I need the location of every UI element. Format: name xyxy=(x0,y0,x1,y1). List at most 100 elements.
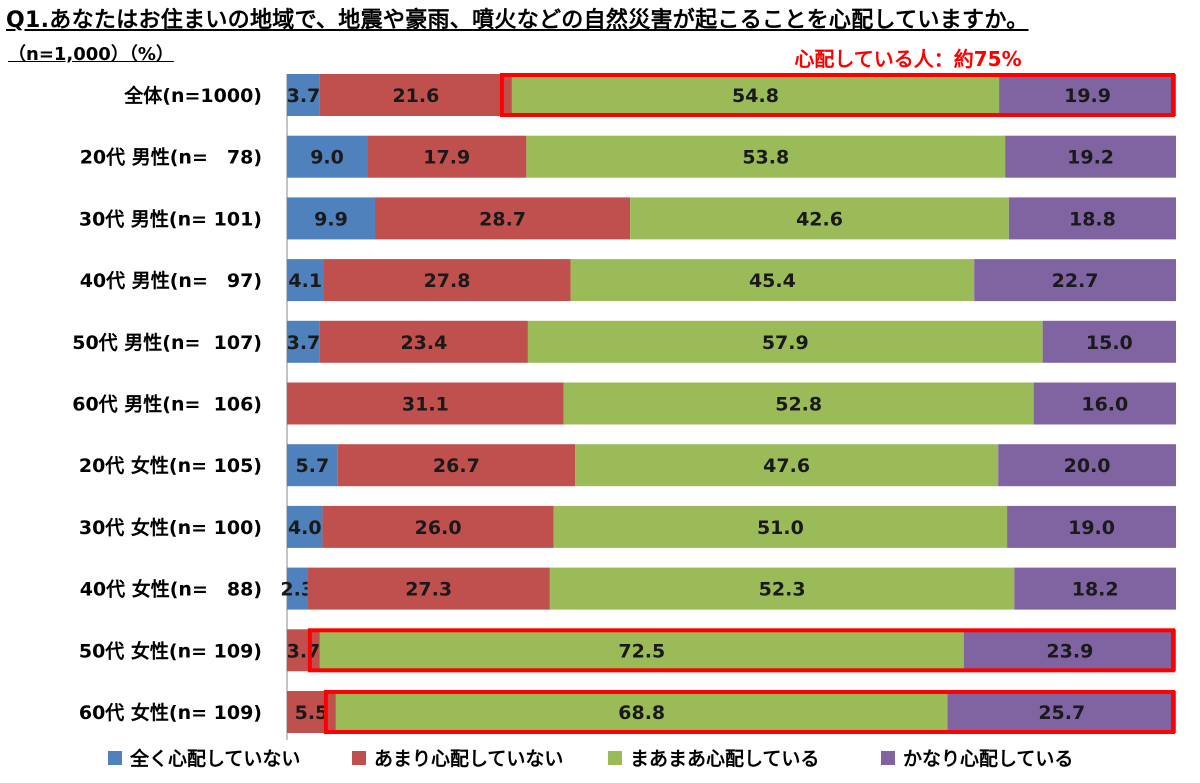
legend-item: まあまあ心配している xyxy=(608,744,881,771)
data-label: 17.9 xyxy=(423,147,470,169)
data-label: 47.6 xyxy=(763,455,810,477)
legend-label: まあまあ心配している xyxy=(630,748,820,770)
bar-segment xyxy=(287,135,368,178)
bar-segment xyxy=(1008,197,1176,240)
legend: 全く心配していない あまり心配していない まあまあ心配している かなり心配している xyxy=(108,744,1101,771)
legend-swatch xyxy=(108,750,122,765)
data-label: 4.1 xyxy=(288,270,322,292)
bar-segment xyxy=(319,629,964,672)
data-label: 3.7 xyxy=(287,85,321,107)
bar-segment xyxy=(367,135,527,178)
legend-label: 全く心配していない xyxy=(130,748,301,770)
legend-swatch xyxy=(608,750,622,765)
data-label: 51.0 xyxy=(757,517,804,539)
bar-segment xyxy=(553,505,1008,548)
data-label: 20.0 xyxy=(1064,455,1111,477)
row-label: 50代 男性(n= 107) xyxy=(72,331,262,354)
bar-segment xyxy=(630,197,1009,240)
data-label: 27.3 xyxy=(405,579,452,601)
data-label: 9.0 xyxy=(310,147,344,169)
data-label: 27.8 xyxy=(424,270,471,292)
bar-segment xyxy=(999,74,1176,116)
legend-swatch xyxy=(352,750,366,765)
bar-segment xyxy=(307,567,550,610)
bar-segment xyxy=(998,444,1176,487)
data-label: 19.0 xyxy=(1068,517,1115,539)
legend-label: かなり心配している xyxy=(903,748,1074,770)
row-label: 60代 女性(n= 109) xyxy=(79,701,262,724)
bar-segment xyxy=(1042,320,1176,363)
bar-segment xyxy=(287,444,338,487)
data-label: 16.0 xyxy=(1081,394,1128,416)
bar-segment xyxy=(323,259,571,302)
data-label: 45.4 xyxy=(749,270,796,292)
bar-segment xyxy=(549,567,1015,610)
data-label: 22.7 xyxy=(1052,270,1099,292)
row-label: 30代 女性(n= 100) xyxy=(79,516,262,539)
legend-label: あまり心配していない xyxy=(374,748,564,770)
highlight-box xyxy=(499,73,1175,117)
chart-title: Q1.あなたはお住まいの地域で、地震や豪雨、噴火などの自然災害が起こることを心配… xyxy=(6,8,1029,33)
data-label: 5.5 xyxy=(295,702,329,724)
data-label: 5.7 xyxy=(296,455,330,477)
bar-segment xyxy=(337,444,576,487)
bar-segment xyxy=(375,197,631,240)
bar-segment xyxy=(947,691,1176,733)
row-labels-group: 全体(n=1000) 20代 男性(n= 78) 30代 男性(n= 101) 40代… xyxy=(72,84,262,724)
bar-segment xyxy=(287,567,308,610)
data-label: 3.7 xyxy=(287,640,321,662)
bar-segment xyxy=(322,505,554,548)
bar-segment xyxy=(563,382,1034,425)
bar-segment xyxy=(1007,505,1176,548)
highlight-boxes-group xyxy=(307,73,1175,734)
bar-segment xyxy=(287,197,376,240)
bar-segment xyxy=(287,382,564,425)
chart-subtitle: （n=1,000）（%） xyxy=(8,44,174,65)
highlight-box xyxy=(307,628,1175,673)
bar-segment xyxy=(319,320,528,363)
data-label: 68.8 xyxy=(618,702,665,724)
bar-segment xyxy=(526,135,1006,178)
data-label: 28.7 xyxy=(479,208,526,230)
row-label: 20代 女性(n= 105) xyxy=(79,454,262,477)
data-label: 42.6 xyxy=(796,208,843,230)
bar-segment xyxy=(1005,135,1176,178)
legend-item: かなり心配している xyxy=(881,744,1101,771)
data-label: 26.7 xyxy=(433,455,480,477)
bar-segment xyxy=(974,259,1176,302)
row-label: 全体(n=1000) xyxy=(123,84,262,107)
row-label: 20代 男性(n= 78) xyxy=(80,146,262,169)
data-label: 26.0 xyxy=(415,517,462,539)
data-label: 19.9 xyxy=(1064,85,1111,107)
data-label: 21.6 xyxy=(392,85,439,107)
data-label: 53.8 xyxy=(742,147,789,169)
bar-segment xyxy=(1033,382,1176,425)
bar-segment xyxy=(287,259,324,302)
row-label: 30代 男性(n= 101) xyxy=(79,207,262,230)
bar-segment xyxy=(1014,567,1176,610)
data-label: 72.5 xyxy=(618,640,665,662)
data-label: 18.2 xyxy=(1072,579,1119,601)
data-label: 15.0 xyxy=(1086,332,1133,354)
data-label: 52.3 xyxy=(759,579,806,601)
bar-segment xyxy=(335,691,948,733)
bar-segment xyxy=(287,505,323,548)
bar-segment xyxy=(575,444,999,487)
data-label: 3.7 xyxy=(287,332,321,354)
bar-segment xyxy=(287,74,320,116)
bar-segment xyxy=(570,259,975,302)
bar-segment xyxy=(287,320,320,363)
row-label: 60代 男性(n= 106) xyxy=(72,393,262,416)
data-label: 4.0 xyxy=(288,517,322,539)
data-label: 57.9 xyxy=(762,332,809,354)
data-label: 54.8 xyxy=(732,85,779,107)
data-label: 23.9 xyxy=(1046,640,1093,662)
data-label: 19.2 xyxy=(1067,147,1114,169)
bar-segment xyxy=(963,629,1176,672)
data-label: 9.9 xyxy=(314,208,348,230)
bars-group: 3.7 21.6 54.8 19.9 9.0 17.9 53.8 19.2 9.9 28.7 42.… xyxy=(280,74,1176,733)
highlight-box xyxy=(323,690,1175,734)
data-label: 18.8 xyxy=(1069,208,1116,230)
callout-text: 心配している人：約75% xyxy=(794,47,1021,71)
